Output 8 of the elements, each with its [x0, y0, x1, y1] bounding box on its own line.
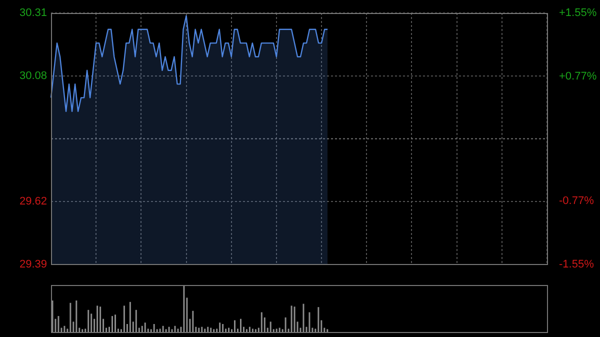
y-tick-label: 29.39	[19, 258, 47, 270]
y2-tick-label: -0.77%	[559, 195, 594, 208]
y-tick-label: 30.08	[19, 70, 47, 82]
y-tick-label: 29.62	[19, 196, 47, 208]
y-tick-label: 30.31	[19, 7, 47, 20]
y2-tick-label: -1.55%	[559, 258, 594, 270]
y2-tick-label: +1.55%	[559, 7, 597, 20]
y2-tick-label: +0.77%	[559, 70, 597, 82]
